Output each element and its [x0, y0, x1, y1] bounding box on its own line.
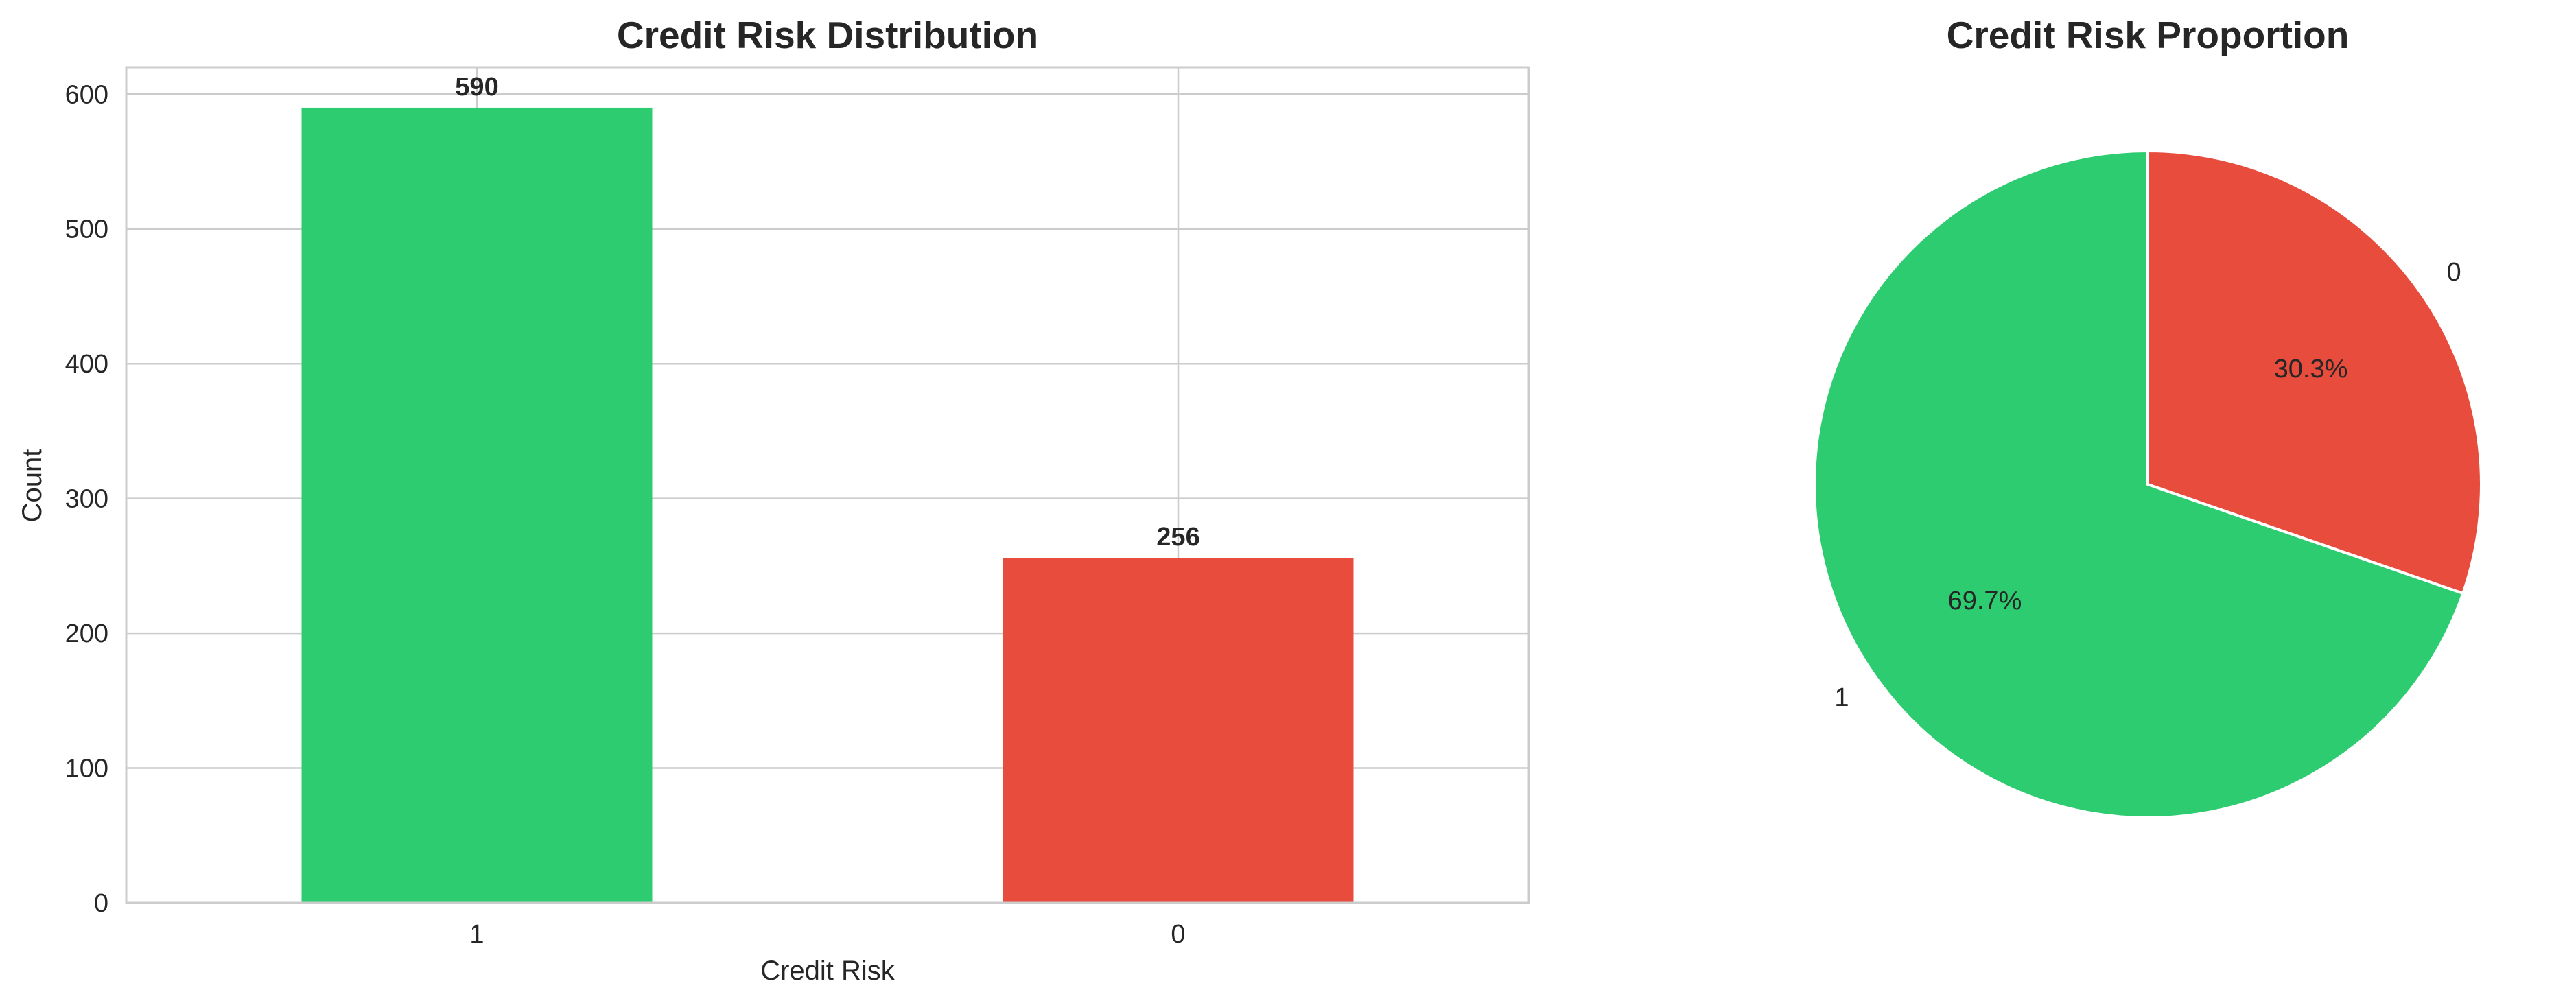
- pie-slice-1: [1813, 149, 2465, 819]
- pie-chart-slice-label: 0: [2446, 258, 2461, 287]
- pie-chart-labels: 1 69.7% 0 30.3%: [1834, 258, 2461, 712]
- bar-chart-y-tick-label: 600: [65, 80, 108, 109]
- pie-chart-title: Credit Risk Proportion: [1947, 14, 2350, 56]
- pie-chart-slices: [1813, 149, 2483, 819]
- bar-chart-y-tick-label: 200: [65, 620, 108, 648]
- bar-chart-frame: [125, 66, 1530, 904]
- bar-chart-y-tick-label: 100: [65, 755, 108, 783]
- pie-chart-percent-label: 69.7%: [1948, 587, 2022, 615]
- bar-chart-y-tick-label: 400: [65, 350, 108, 379]
- bar-chart-y-tick-label: 500: [65, 215, 108, 244]
- bar-chart-data-label: 256: [1156, 523, 1199, 552]
- pie-chart-panel: Credit Risk Proportion 1 69.7% 0 30.3%: [1813, 14, 2483, 819]
- bar-chart-data-labels: 590 256: [455, 73, 1199, 552]
- bar-chart-y-tick-label: 0: [94, 889, 108, 918]
- bar-chart-panel: Credit Risk Distribution 010020030040050…: [17, 14, 1530, 986]
- bar-chart-data-label: 590: [455, 73, 498, 102]
- pie-slice-0: [2146, 149, 2483, 595]
- bar-chart-x-axis-label: Credit Risk: [760, 956, 895, 986]
- bar-chart-axes-frame: [125, 66, 1530, 904]
- bar-chart-y-tick-label: 300: [65, 485, 108, 514]
- bar-1: [301, 107, 653, 903]
- bar-chart-x-tick-label: 0: [1171, 920, 1185, 949]
- bar-0: [1003, 558, 1354, 903]
- bar-chart-y-ticks: 0 100 200 300 400 500 600: [65, 80, 108, 918]
- bar-chart-y-axis-label: Count: [17, 449, 47, 523]
- bar-chart-x-tick-label: 1: [469, 920, 484, 949]
- pie-chart-slice-label: 1: [1834, 683, 1849, 712]
- bar-chart-title: Credit Risk Distribution: [617, 14, 1038, 56]
- pie-chart-percent-label: 30.3%: [2274, 355, 2348, 384]
- bar-chart-bars: [301, 107, 1354, 903]
